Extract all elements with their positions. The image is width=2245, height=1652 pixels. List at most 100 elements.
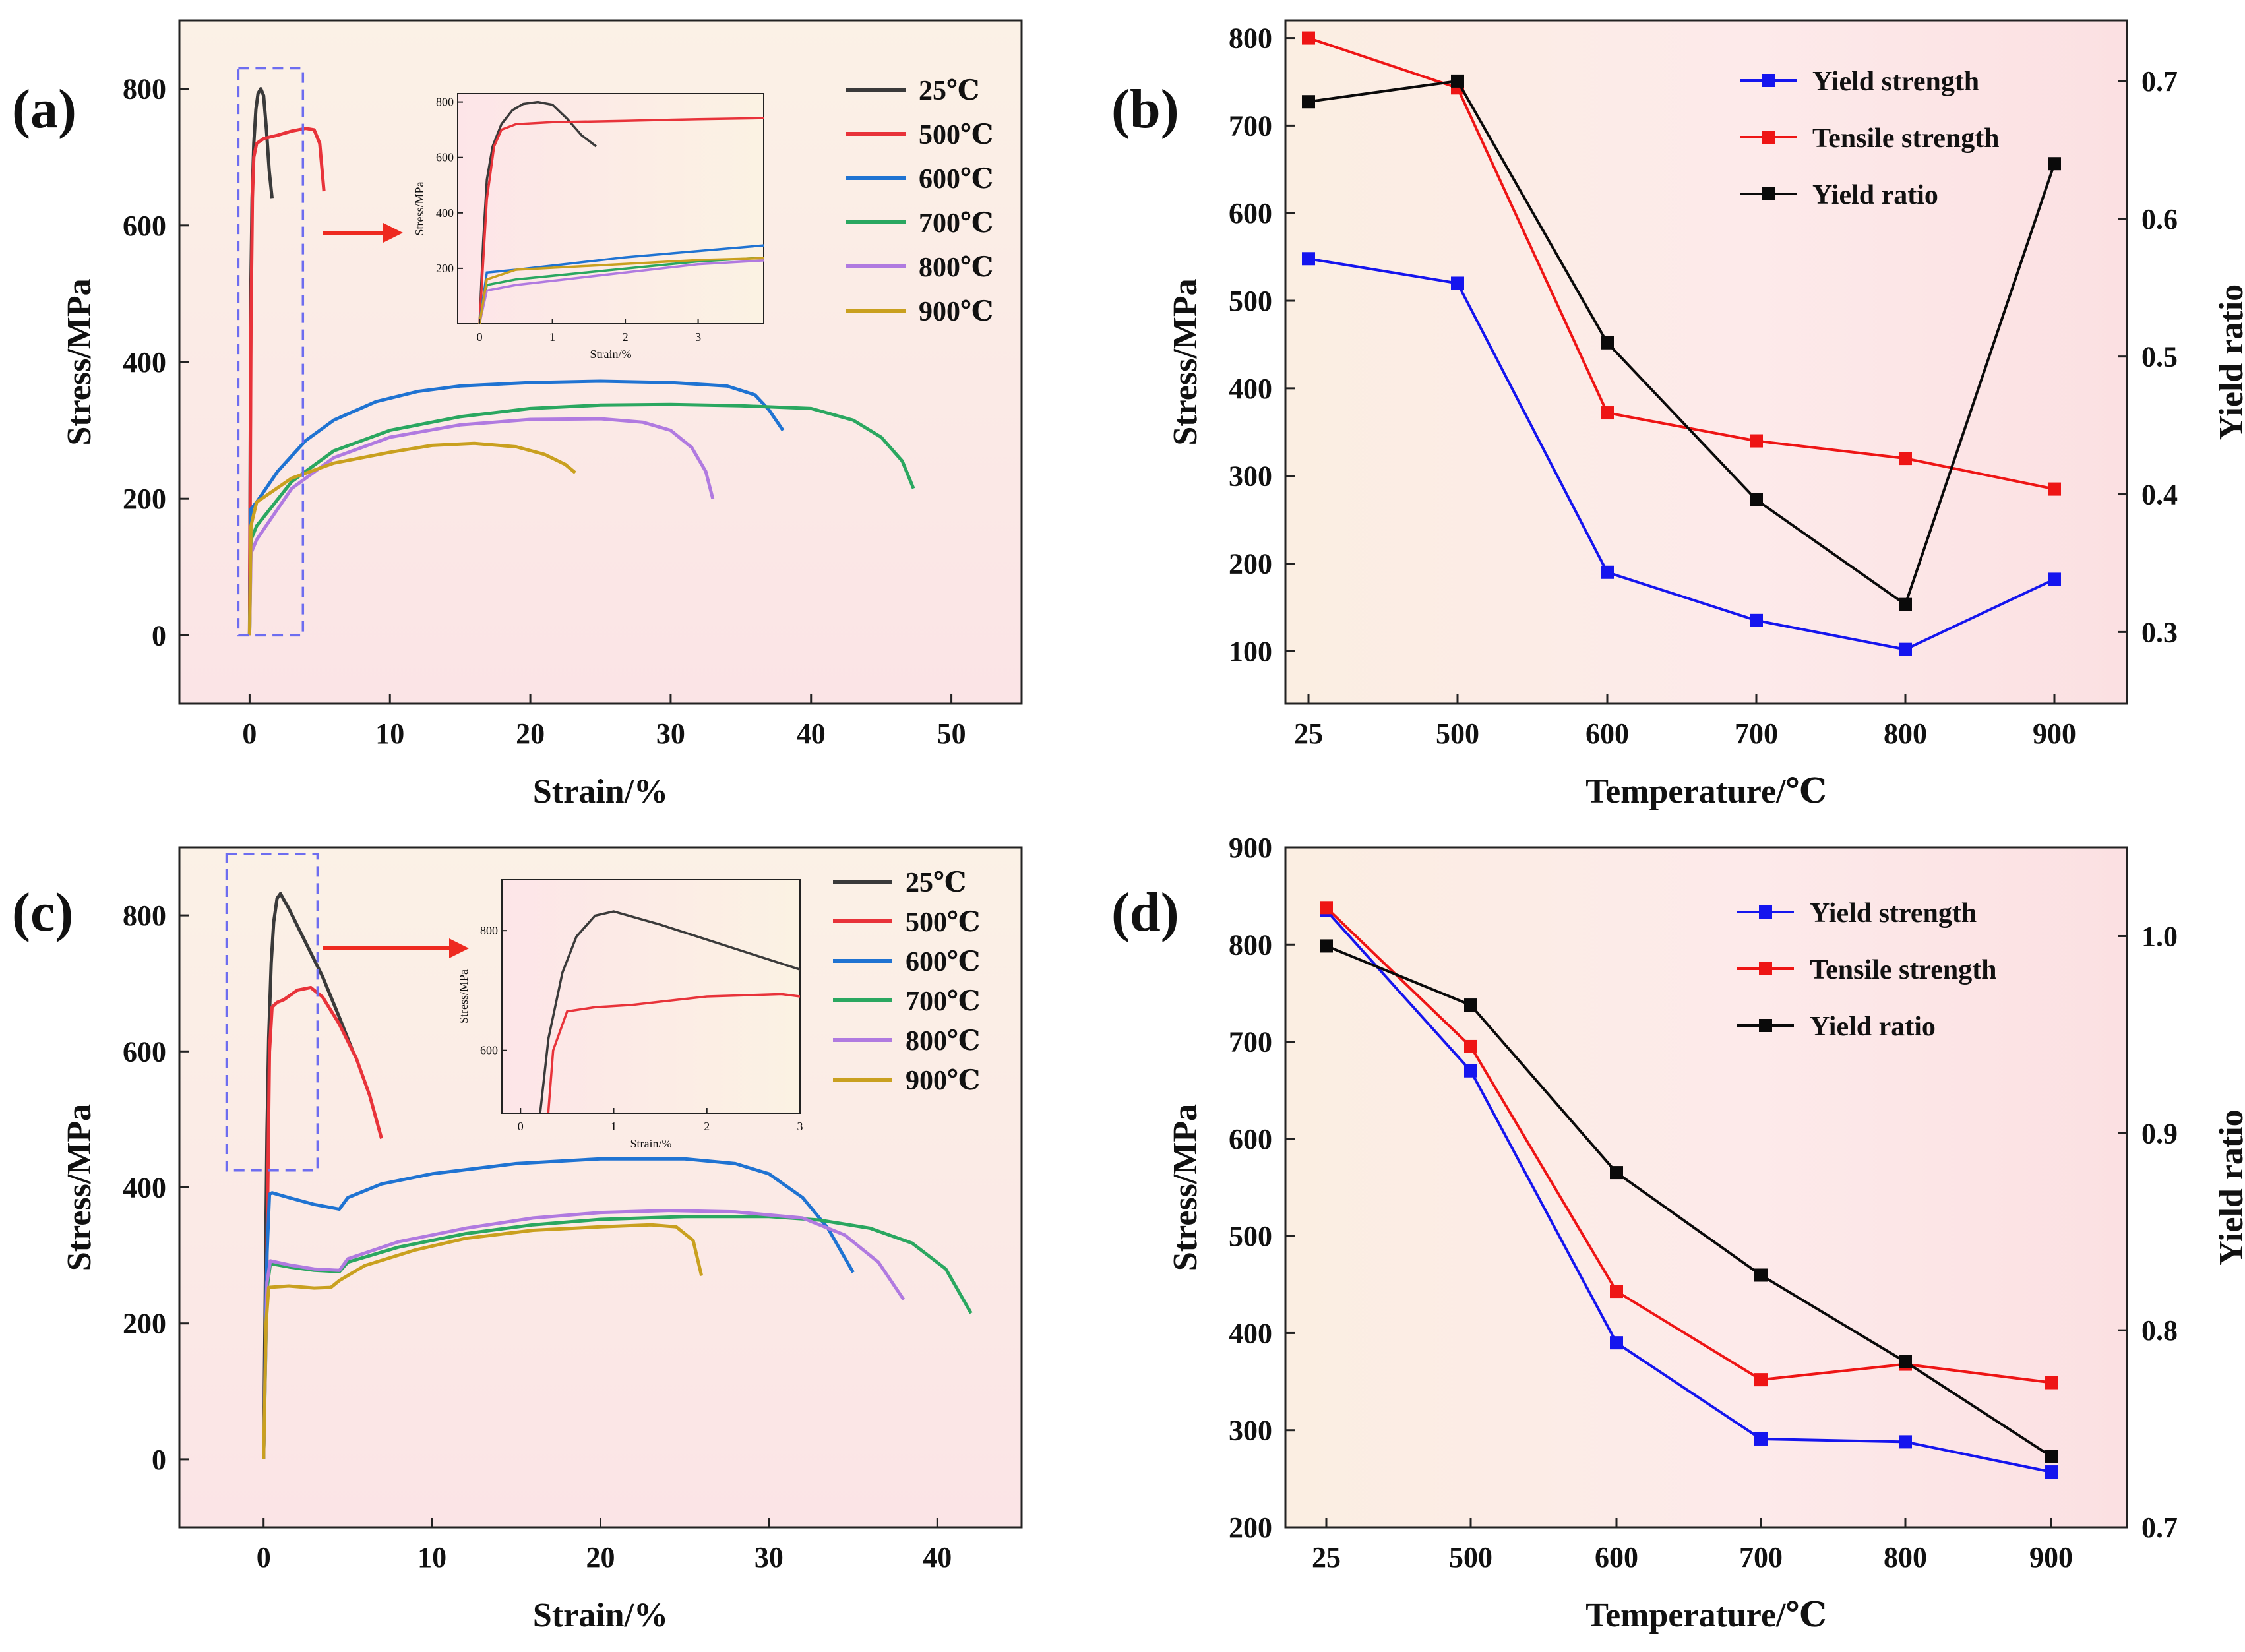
- y-tick-label: 800: [123, 900, 166, 932]
- inset-x-tick-label: 0: [518, 1120, 524, 1133]
- inset-x-tick-label: 3: [695, 330, 701, 344]
- plot-frame: [1284, 19, 2128, 705]
- legend-label-600: 600℃: [906, 947, 980, 977]
- y-tick-label: 600: [123, 210, 166, 242]
- marker-ys: [1899, 1435, 1912, 1449]
- inset-y-label: Stress/MPa: [413, 181, 426, 235]
- legend-label-ys: Yield strength: [1810, 898, 1977, 929]
- legend-marker-ts: [1762, 131, 1775, 144]
- marker-yr: [2045, 1450, 2058, 1463]
- inset-x-tick-label: 0: [477, 330, 483, 344]
- y-tick-label: 0: [152, 1444, 166, 1476]
- series-line-yr: [1308, 79, 2056, 607]
- marker-yr: [1464, 998, 1477, 1012]
- y-tick-label: 400: [1229, 1317, 1272, 1349]
- marker-ys: [2048, 572, 2061, 586]
- series-line-800: [247, 417, 715, 636]
- y-tick-label: 900: [1229, 832, 1272, 864]
- inset-line-600: [478, 244, 764, 324]
- panel-label: (c): [12, 882, 73, 943]
- y-tick-label: 0: [152, 619, 166, 652]
- marker-ts: [1610, 1285, 1623, 1299]
- x-tick-label: 600: [1595, 1541, 1638, 1574]
- series-line-900: [247, 441, 576, 636]
- marker-ys: [2045, 1465, 2058, 1479]
- y2-axis-label: Yield ratio: [2213, 284, 2245, 440]
- legend-label-700: 700℃: [919, 208, 993, 239]
- inset-y-tick-label: 800: [480, 924, 498, 937]
- legend-label-25: 25℃: [919, 76, 979, 106]
- legend-label-yr: Yield ratio: [1810, 1012, 1936, 1042]
- y-tick-label: 800: [123, 73, 166, 106]
- marker-yr: [1320, 939, 1333, 953]
- series-line-ys: [1308, 257, 2055, 651]
- x-axis-label: Strain/%: [533, 773, 668, 811]
- panel-c: 0 10 20 30 400200400600800Strain/%Stress/MPa…: [12, 846, 1023, 1634]
- series-line-700: [262, 1215, 973, 1459]
- y-tick-label: 800: [1229, 929, 1272, 961]
- marker-ys: [1750, 613, 1763, 627]
- inset-chart: 0 1 2 3 600 800 Strain/% Stress/MPa: [457, 879, 803, 1150]
- y-tick-label: 300: [1229, 460, 1272, 493]
- marker-yr: [1899, 1355, 1912, 1368]
- inset-y-tick-label: 400: [436, 206, 454, 220]
- marker-ys: [1302, 252, 1315, 266]
- x-tick-label: 0: [257, 1541, 271, 1574]
- legend-marker-ys: [1759, 905, 1772, 919]
- series-line-ts: [1325, 906, 2052, 1384]
- panel-label: (b): [1111, 78, 1179, 140]
- y-tick-label: 200: [1229, 547, 1272, 580]
- series-line-500: [247, 127, 326, 636]
- x-tick-label: 900: [2029, 1541, 2073, 1574]
- y-tick-label: 600: [1229, 197, 1272, 229]
- series-line-600: [262, 1157, 855, 1459]
- y2-axis-label: Yield ratio: [2213, 1109, 2245, 1265]
- series-line-ys: [1325, 909, 2052, 1473]
- x-tick-label: 0: [242, 718, 257, 750]
- series-line-500: [262, 985, 383, 1459]
- x-axis-label: Temperature/℃: [1585, 773, 1827, 811]
- inset-x-tick-label: 1: [549, 330, 555, 344]
- legend-label-800: 800℃: [906, 1026, 980, 1056]
- y-tick-label: 100: [1229, 635, 1272, 667]
- y2-tick-label: 0.3: [2141, 616, 2178, 648]
- legend-label-900: 900℃: [906, 1066, 980, 1096]
- inset-line-700: [478, 256, 764, 324]
- marker-ts: [1750, 434, 1763, 448]
- y-tick-label: 400: [1229, 373, 1272, 405]
- inset-line-500: [547, 993, 800, 1113]
- x-tick-label: 50: [937, 718, 966, 750]
- marker-ts: [1899, 452, 1912, 466]
- inset-y-tick-label: 600: [480, 1044, 498, 1057]
- legend-label-500: 500℃: [906, 907, 980, 938]
- legend-label-ys: Yield strength: [1812, 67, 1979, 97]
- y2-tick-label: 0.7: [2141, 1512, 2178, 1544]
- inset-series: [478, 100, 764, 324]
- y2-tick-label: 0.8: [2141, 1314, 2178, 1347]
- x-tick-label: 700: [1735, 718, 1778, 750]
- y-tick-label: 700: [1229, 109, 1272, 142]
- inset-line-500: [478, 117, 764, 324]
- x-tick-label: 800: [1884, 718, 1927, 750]
- marker-ts: [1464, 1039, 1477, 1053]
- x-tick-label: 500: [1449, 1541, 1492, 1574]
- series-line-900: [262, 1223, 704, 1459]
- x-tick-label: 40: [923, 1541, 952, 1574]
- series-line-ts: [1308, 36, 2055, 491]
- marker-ys: [1601, 565, 1614, 579]
- inset-y-label: Stress/MPa: [457, 969, 470, 1024]
- y2-tick-label: 0.7: [2141, 65, 2178, 98]
- legend-label-25: 25℃: [906, 868, 966, 898]
- marker-yr: [1302, 95, 1315, 109]
- x-tick-label: 800: [1884, 1541, 1927, 1574]
- inset-line-25: [539, 910, 800, 1113]
- panel-label: (a): [12, 78, 77, 140]
- legend-label-ts: Tensile strength: [1812, 123, 2000, 154]
- legend-marker-ys: [1762, 74, 1775, 87]
- marker-yr: [1899, 597, 1912, 611]
- series-line-yr: [1326, 944, 2052, 1458]
- marker-ys: [1451, 276, 1464, 290]
- marker-ts: [1601, 406, 1614, 420]
- zoom-box: [237, 67, 305, 637]
- x-tick-label: 25: [1294, 718, 1323, 750]
